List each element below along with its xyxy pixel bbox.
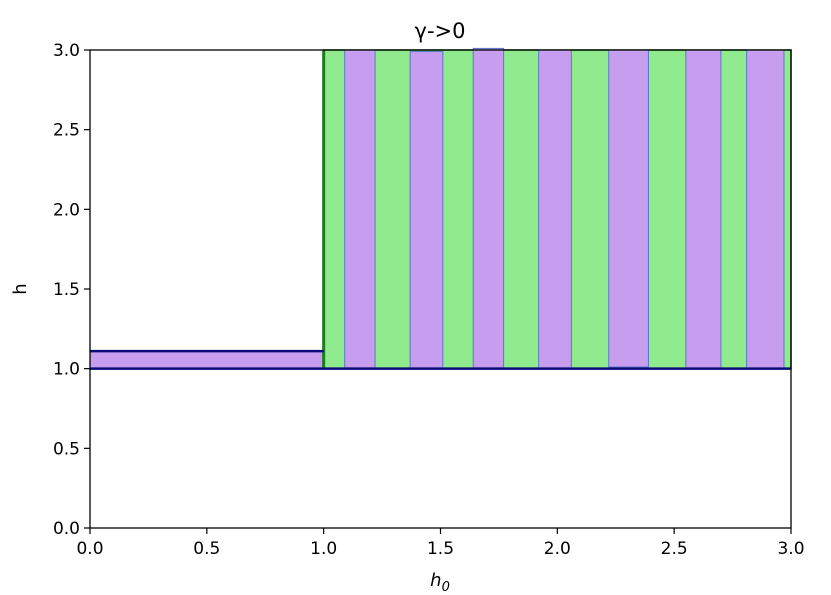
x-axis-title-subscript: 0 [442,580,450,595]
x-tick-label: 1.0 [310,539,337,559]
purple-strip-2 [409,51,444,370]
x-tick-label: 1.5 [427,539,454,559]
x-tick-label: 2.0 [544,539,571,559]
x-tick-label: 0.0 [76,539,103,559]
y-axis-title: h [10,283,31,294]
purple-low-band [89,350,325,370]
purple-strip-5 [608,49,649,368]
x-tick-label: 2.5 [661,539,688,559]
purple-strip-6 [685,49,722,370]
purple-strip-1 [344,49,376,370]
y-tick-label: 1.5 [53,280,80,300]
chart-title: γ->0 [415,19,466,43]
purple-strip-3 [472,47,505,370]
x-axis: 0.0 0.5 1.0 1.5 2.0 2.5 3.0 [76,528,805,559]
y-tick-label: 2.0 [53,200,80,220]
purple-strip-7 [746,49,785,370]
x-tick-label: 3.0 [777,539,804,559]
plot-regions [89,47,792,370]
x-axis-title-base: h [430,570,441,591]
y-tick-label: 0.0 [53,519,80,539]
x-axis-title: h0 [430,570,450,595]
x-tick-label: 0.5 [193,539,220,559]
purple-strip-4 [538,49,572,370]
y-tick-label: 1.0 [53,360,80,380]
y-tick-label: 2.5 [53,121,80,141]
y-tick-label: 0.5 [53,439,80,459]
y-tick-label: 3.0 [53,41,80,61]
y-axis: 0.0 0.5 1.0 1.5 2.0 2.5 3.0 [53,41,90,539]
